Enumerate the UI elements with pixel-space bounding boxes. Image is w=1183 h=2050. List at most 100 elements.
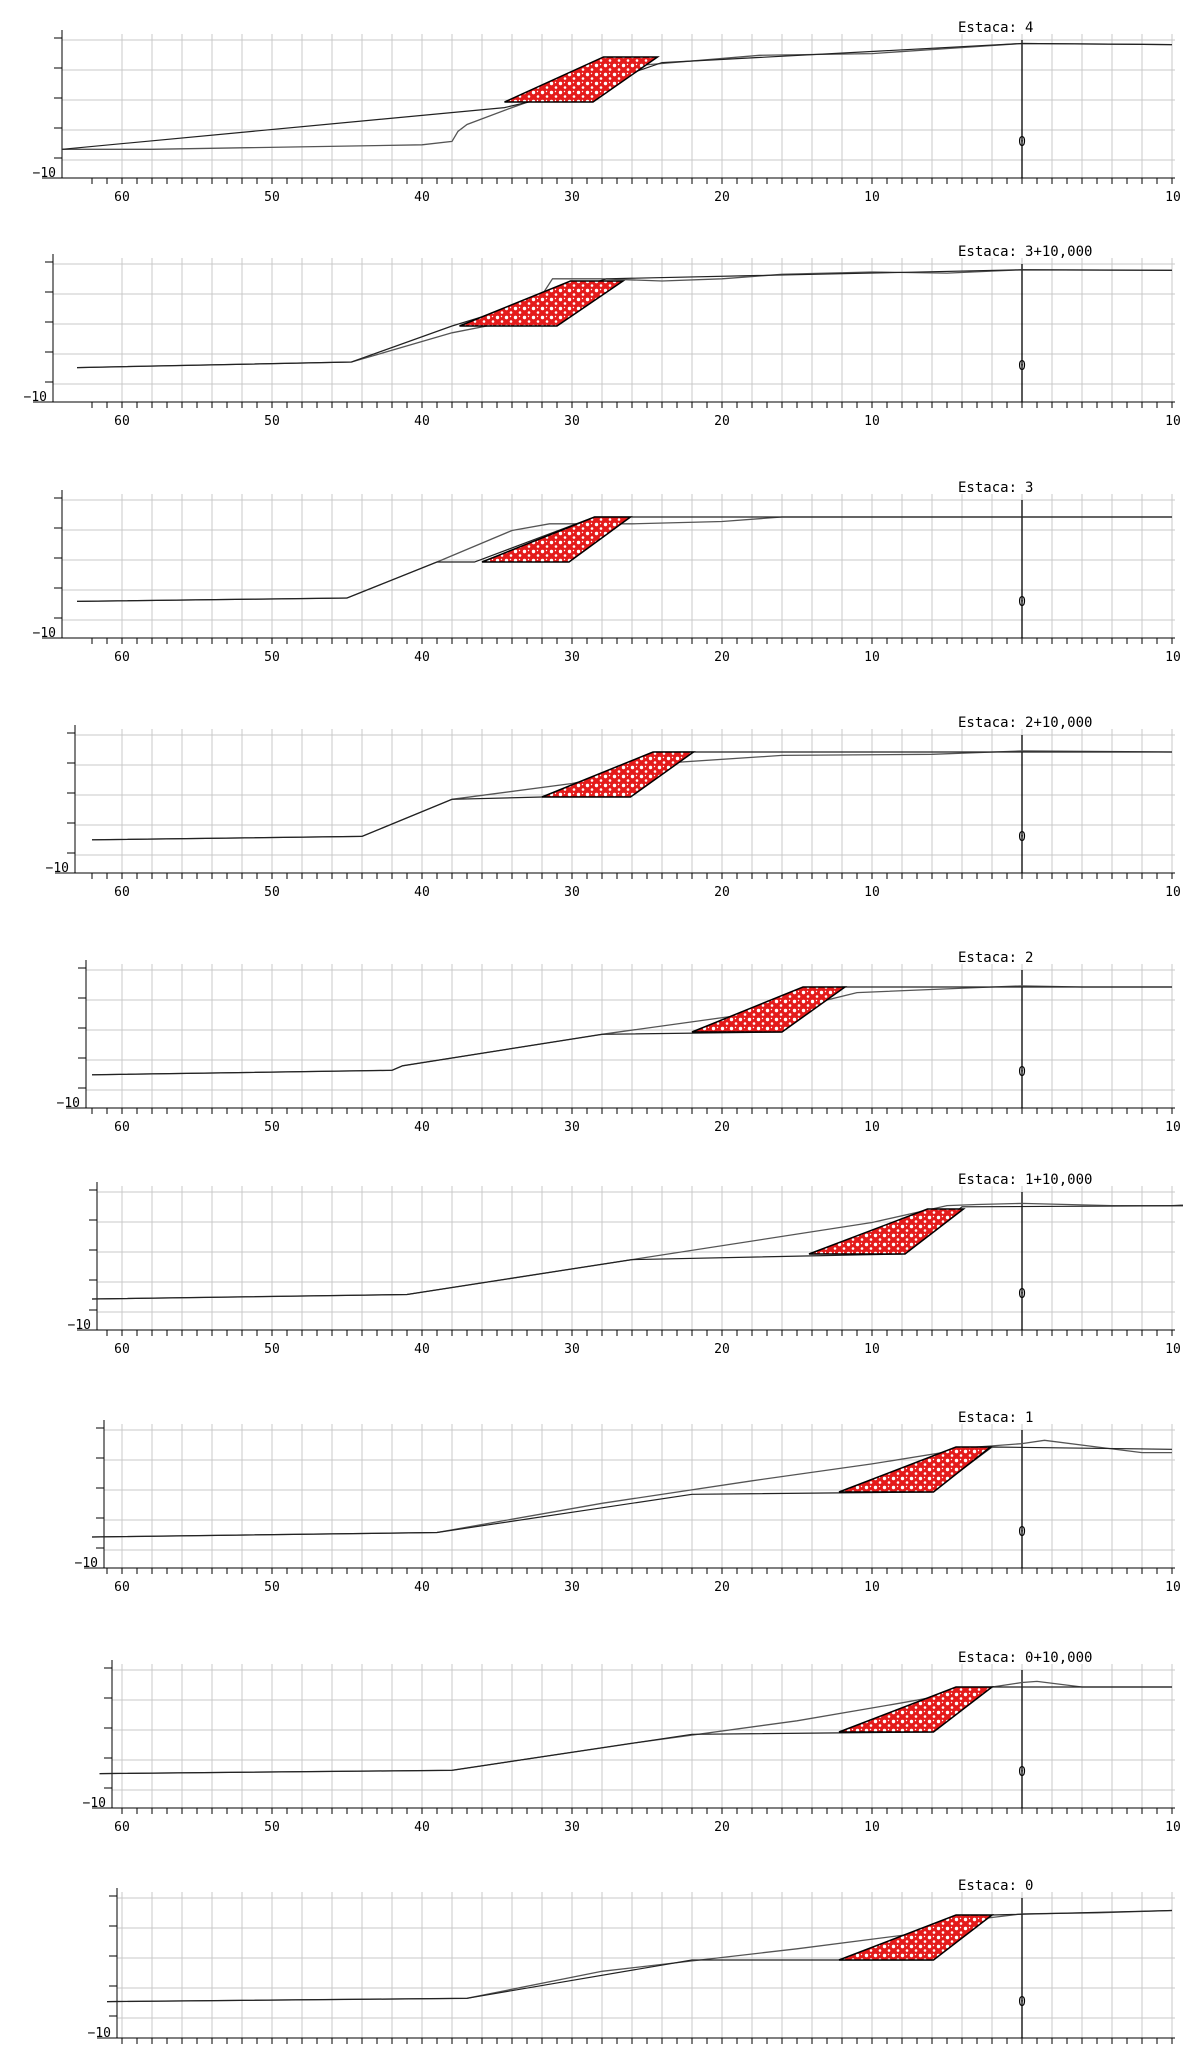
x-tick-label: 40 [414,885,430,900]
design-profile [106,1909,1173,2003]
design-profile [76,516,1172,602]
elevation-label: −10 [68,1318,91,1333]
x-tick-label: 20 [714,1342,730,1357]
x-tick-label: 30 [564,1120,580,1135]
gravel-fill-block [838,1686,995,1733]
gravel-fill-block [838,1914,995,1961]
station-prefix: Estaca: [958,1878,1017,1894]
x-tick-label: 50 [264,1120,280,1135]
station-prefix: Estaca: [958,480,1017,496]
x-tick-label: 50 [264,1342,280,1357]
x-tick-label: 10 [1165,190,1181,205]
cross-section: −10 60 50 40 30 20 10 0 10 Estaca: 3 [33,480,1181,665]
x-tick-label: 50 [264,190,280,205]
x-tick-label: 30 [564,414,580,429]
ground-profile [76,269,1173,369]
elevation-label: −10 [75,1556,98,1571]
x-tick-label: 10 [864,1820,880,1835]
cross-section: −10 60 50 40 30 20 10 0 10 Estaca: 1 [75,1410,1181,1595]
station-value: 1+10,000 [1025,1172,1092,1188]
gravel-fill-block [838,1446,993,1493]
station-label: Estaca: 2+10,000 [958,715,1092,731]
x-tick-label: 60 [114,1120,130,1135]
x-tick-label: 40 [414,1342,430,1357]
gravel-fill-block [808,1208,966,1255]
x-tick-label: 60 [114,414,130,429]
elevation-label: −10 [46,861,69,876]
cross-section: −10 60 50 40 30 20 10 0 10 Estaca: 2 [57,950,1181,1135]
station-label: Estaca: 3 [958,480,1033,496]
x-tick-label: 10 [864,650,880,665]
design-profile [91,751,1172,841]
design-profile [91,1205,1183,1300]
station-label: Estaca: 0 [958,1878,1033,1894]
station-value: 2 [1025,950,1033,966]
x-tick-label: 0 [1018,595,1026,610]
elevation-label: −10 [33,626,56,641]
cross-section: −10 60 50 40 30 20 10 0 10 Estaca: 3+10,000 [24,244,1181,429]
station-value: 0+10,000 [1025,1650,1092,1666]
cross-section: −10 60 50 40 30 20 10 0 10 Estaca: 1+10,000 [68,1172,1183,1357]
x-tick-label: 10 [1165,650,1181,665]
x-tick-label: 20 [714,1580,730,1595]
x-tick-label: 60 [114,190,130,205]
station-label: Estaca: 0+10,000 [958,1650,1092,1666]
station-prefix: Estaca: [958,20,1017,36]
x-tick-label: 30 [564,650,580,665]
x-tick-label: 0 [1018,1525,1026,1540]
elevation-label: −10 [88,2026,111,2041]
x-tick-label: 40 [414,1820,430,1835]
station-label: Estaca: 1+10,000 [958,1172,1092,1188]
x-tick-label: 30 [564,1580,580,1595]
x-tick-label: 60 [114,1342,130,1357]
x-tick-label: 20 [714,1820,730,1835]
x-tick-label: 50 [264,1820,280,1835]
x-tick-label: 0 [1018,135,1026,150]
x-tick-label: 10 [864,190,880,205]
x-tick-label: 20 [714,885,730,900]
station-label: Estaca: 4 [958,20,1033,36]
x-tick-label: 20 [714,190,730,205]
gravel-fill-block [691,986,848,1033]
cross-section: −10 60 50 40 30 20 10 0 10 Estaca: 0+10,000 [83,1650,1181,1835]
gravel-fill-block [541,751,696,798]
x-tick-label: 0 [1018,1287,1026,1302]
design-profile [99,1686,1172,1775]
station-value: 2+10,000 [1025,715,1092,731]
x-tick-label: 10 [1165,885,1181,900]
gravel-fill-block [504,56,660,103]
x-tick-label: 60 [114,650,130,665]
station-prefix: Estaca: [958,244,1017,260]
x-tick-label: 0 [1018,830,1026,845]
x-tick-label: 40 [414,1120,430,1135]
station-prefix: Estaca: [958,1410,1017,1426]
station-value: 1 [1025,1410,1033,1426]
station-value: 4 [1025,20,1033,36]
x-tick-label: 10 [864,885,880,900]
station-value: 3 [1025,480,1033,496]
gravel-fill-block [481,516,633,563]
x-tick-label: 10 [1165,1342,1181,1357]
station-label: Estaca: 2 [958,950,1033,966]
elevation-label: −10 [24,390,47,405]
x-tick-label: 10 [1165,414,1181,429]
x-tick-label: 30 [564,1820,580,1835]
station-value: 0 [1025,1878,1033,1894]
x-tick-label: 10 [864,1342,880,1357]
gravel-fill-block [459,280,626,327]
x-tick-label: 10 [864,1120,880,1135]
design-profile [76,269,1173,369]
x-tick-label: 50 [264,885,280,900]
x-tick-label: 0 [1018,1765,1026,1780]
ground-profile [62,42,1173,150]
x-tick-label: 30 [564,885,580,900]
x-tick-label: 0 [1018,359,1026,374]
x-tick-label: 20 [714,1120,730,1135]
x-tick-label: 0 [1018,1995,1026,2010]
x-tick-label: 30 [564,1342,580,1357]
x-tick-label: 50 [264,414,280,429]
cross-section: −10 60 50 40 30 20 10 0 10 Estaca: 2+10,000 [46,715,1181,900]
x-tick-label: 40 [414,190,430,205]
station-prefix: Estaca: [958,950,1017,966]
